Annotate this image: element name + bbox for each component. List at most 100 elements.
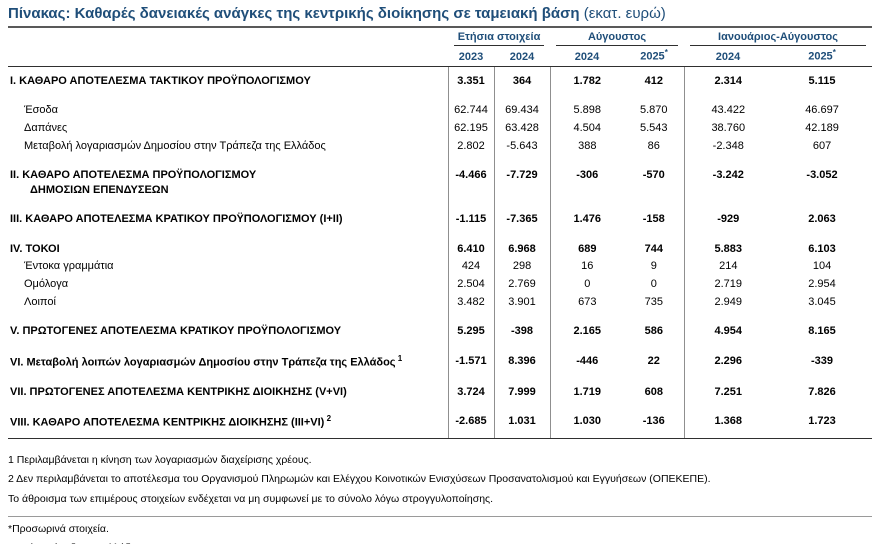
- value-cell: -339: [811, 354, 834, 367]
- group-label: Ιανουάριος-Αύγουστος: [690, 31, 867, 46]
- row-label: IV. ΤΟΚΟΙ: [10, 242, 60, 255]
- value-cell: 5.883: [683, 228, 773, 258]
- row-label: VIII. ΚΑΘΑΡΟ ΑΠΟΤΕΛΕΣΜΑ ΚΕΝΤΡΙΚΗΣ ΔΙΟΙΚΗ…: [8, 401, 448, 439]
- group-label: Αύγουστος: [556, 31, 679, 46]
- value-cell: 424: [447, 257, 494, 276]
- footnote-2: 2 Δεν περιλαμβάνεται το αποτέλεσμα του Ο…: [8, 473, 711, 486]
- value-cell: -306: [549, 155, 625, 200]
- value-cell: 5.898: [549, 90, 625, 120]
- table-row: Ομόλογα 2.504 2.769 0 0 2.719 2.954: [8, 275, 872, 294]
- value-cell: 3.724: [447, 371, 494, 402]
- value-cell: 5.295: [447, 311, 494, 341]
- value-cell: 1.723: [772, 401, 873, 439]
- value-cell: 46.697: [805, 104, 839, 116]
- value-cell: 388: [549, 137, 625, 156]
- column-group-row: Ετήσια στοιχεία Αύγουστος Ιανουάριος-Αύγ…: [8, 30, 872, 46]
- value-cell: -570: [642, 169, 665, 182]
- value-cell: 3.351: [447, 66, 494, 90]
- value-cell: 1.476: [549, 199, 625, 229]
- value-cell: 364: [493, 66, 551, 90]
- year-header-janaug-2024: 2024: [684, 46, 773, 67]
- footnote-rounding: Το άθροισμα των επιμέρους στοιχείων ενδέ…: [8, 492, 494, 505]
- value-cell: 3.482: [447, 293, 494, 312]
- value-cell: 735: [644, 296, 663, 309]
- footnote-1: 1 Περιλαμβάνεται η κίνηση των λογαριασμώ…: [8, 453, 312, 466]
- value-cell: 1.782: [549, 66, 625, 90]
- footnote-separator: [8, 515, 872, 517]
- title-text: Πίνακας: Καθαρές δανειακές ανάγκες της κ…: [8, 5, 580, 22]
- table-row: VI. Μεταβολή λοιπών λογαριασμών Δημοσίου…: [8, 340, 872, 372]
- table-row: VIII. ΚΑΘΑΡΟ ΑΠΟΤΕΛΕΣΜΑ ΚΕΝΤΡΙΚΗΣ ΔΙΟΙΚΗ…: [8, 401, 873, 439]
- value-cell: 6.968: [493, 228, 551, 258]
- row-label: V. ΠΡΩΤΟΓΕΝΕΣ ΑΠΟΤΕΛΕΣΜΑ ΚΡΑΤΙΚΟΥ ΠΡΟΫΠΟ…: [10, 325, 342, 338]
- value-cell: 744: [644, 242, 663, 255]
- table-row: V. ΠΡΩΤΟΓΕΝΕΣ ΑΠΟΤΕΛΕΣΜΑ ΚΡΑΤΙΚΟΥ ΠΡΟΫΠΟ…: [8, 311, 872, 341]
- value-cell: -3.242: [683, 155, 773, 200]
- value-cell: -4.466: [447, 155, 494, 200]
- row-label: I. ΚΑΘΑΡΟ ΑΠΟΤΕΛΕΣΜΑ ΤΑΚΤΙΚΟΥ ΠΡΟΫΠΟΛΟΓΙ…: [10, 74, 311, 87]
- row-label: Μεταβολή λογαριασμών Δημοσίου στην Τράπε…: [24, 139, 326, 152]
- value-cell: 1.031: [493, 401, 551, 439]
- value-cell: 2.802: [447, 137, 494, 156]
- value-cell: 16: [549, 257, 625, 276]
- footnote-source: Πηγή: Τράπεζα της Ελλάδος.: [8, 539, 872, 544]
- source-text: Τράπεζα της Ελλάδος.: [40, 542, 144, 544]
- group-header-august: Αύγουστος: [550, 30, 684, 46]
- value-cell: 1.368: [683, 401, 773, 439]
- year-header-aug-2025: 2025*: [624, 46, 685, 67]
- table-row: III. ΚΑΘΑΡΟ ΑΠΟΤΕΛΕΣΜΑ ΚΡΑΤΙΚΟΥ ΠΡΟΫΠΟΛΟ…: [8, 199, 872, 229]
- value-cell: 2.165: [549, 311, 625, 341]
- value-cell: 4.954: [683, 311, 773, 341]
- source-label: Πηγή:: [8, 542, 38, 544]
- value-cell: -136: [624, 401, 685, 439]
- row-label: II. ΚΑΘΑΡΟ ΑΠΟΤΕΛΕΣΜΑ ΠΡΟΫΠΟΛΟΓΙΣΜΟΥ ΔΗΜΟ…: [10, 169, 257, 196]
- value-cell: 2.949: [683, 293, 773, 312]
- value-cell: 607: [812, 139, 832, 152]
- value-cell: 22: [647, 354, 660, 367]
- group-header-annual: Ετήσια στοιχεία: [448, 30, 550, 46]
- value-cell: 8.165: [808, 325, 836, 338]
- row-label: Δαπάνες: [24, 121, 68, 134]
- table-body: I. ΚΑΘΑΡΟ ΑΠΟΤΕΛΕΣΜΑ ΤΑΚΤΙΚΟΥ ΠΡΟΫΠΟΛΟΓΙ…: [8, 66, 873, 439]
- value-cell: 5.543: [640, 121, 668, 134]
- table-row: Έσοδα 62.744 69.434 5.898 5.870 43.422 46.697: [8, 90, 872, 120]
- value-cell: -2.348: [683, 137, 773, 156]
- table-row: VII. ΠΡΩΤΟΓΕΝΕΣ ΑΠΟΤΕΛΕΣΜΑ ΚΕΝΤΡΙΚΗΣ ΔΙΟ…: [8, 371, 872, 402]
- value-cell: -3.052: [806, 169, 838, 182]
- label-column-header: [8, 30, 448, 46]
- title-unit: (εκατ. ευρώ): [583, 5, 666, 22]
- value-cell: 1.719: [549, 371, 625, 402]
- footnote-provisional: *Προσωρινά στοιχεία.: [8, 522, 109, 535]
- value-cell: 62.744: [447, 90, 494, 120]
- value-cell: 7.826: [808, 385, 836, 398]
- value-cell: 689: [549, 228, 625, 258]
- year-header-annual-2023: 2023: [448, 46, 494, 67]
- value-cell: 5.870: [640, 104, 668, 116]
- table-row: II. ΚΑΘΑΡΟ ΑΠΟΤΕΛΕΣΜΑ ΠΡΟΫΠΟΛΟΓΙΣΜΟΥ ΔΗΜΟ…: [8, 155, 872, 200]
- value-cell: 1.030: [549, 401, 625, 439]
- year-header-janaug-2025: 2025*: [772, 46, 873, 67]
- footnote-ref: 2: [324, 414, 332, 424]
- table-row: Έντοκα γραμμάτια 424 298 16 9 214 104: [8, 257, 872, 276]
- table-title: Πίνακας: Καθαρές δανειακές ανάγκες της κ…: [8, 5, 872, 28]
- value-cell: 5.115: [808, 74, 836, 87]
- table-row: Δαπάνες 62.195 63.428 4.504 5.543 38.760 42.18…: [8, 119, 872, 138]
- years-row: 2023 2024 2024 2025* 2024 2025*: [8, 46, 873, 67]
- year-header-aug-2024: 2024: [550, 46, 625, 67]
- value-cell: -1.115: [447, 199, 494, 229]
- provisional-mark: *: [832, 48, 836, 57]
- row-label: Λοιποί: [24, 296, 56, 309]
- value-cell: 2.769: [493, 275, 551, 294]
- value-cell: 104: [812, 260, 832, 273]
- table-row: I. ΚΑΘΑΡΟ ΑΠΟΤΕΛΕΣΜΑ ΤΑΚΤΙΚΟΥ ΠΡΟΫΠΟΛΟΓΙ…: [8, 66, 872, 90]
- footnote-ref: 1: [395, 353, 403, 363]
- value-cell: -446: [549, 340, 625, 372]
- value-cell: 586: [644, 325, 663, 338]
- value-cell: 7.251: [683, 371, 773, 402]
- group-label: Ετήσια στοιχεία: [454, 31, 545, 46]
- value-cell: 3.901: [493, 293, 551, 312]
- value-cell: -7.365: [493, 199, 551, 229]
- row-label: Έντοκα γραμμάτια: [24, 260, 114, 273]
- value-cell: -158: [642, 213, 665, 226]
- borrowing-requirements-table: Ετήσια στοιχεία Αύγουστος Ιανουάριος-Αύγ…: [8, 30, 873, 439]
